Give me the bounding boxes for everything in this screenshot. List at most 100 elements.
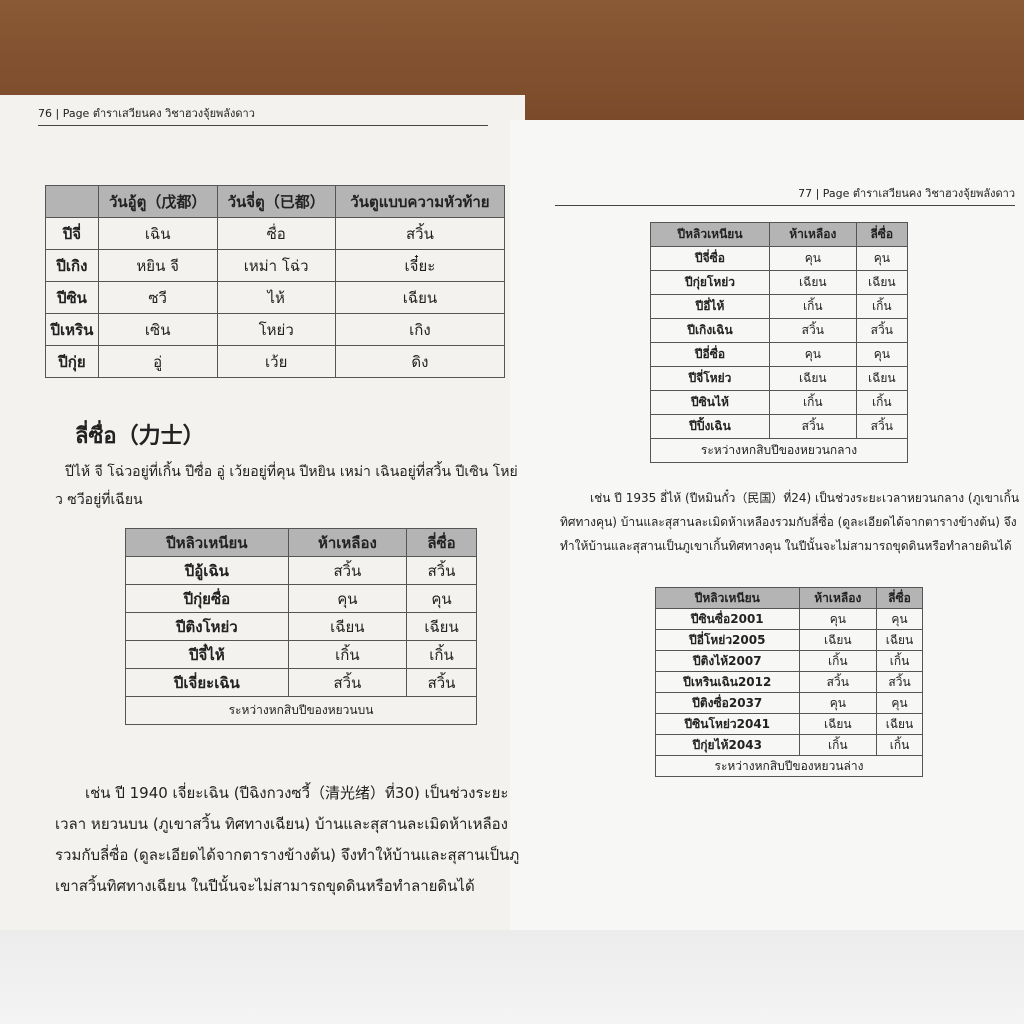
header-cell: ลี่ซื่อ xyxy=(876,587,923,609)
cell: คุน xyxy=(876,608,923,630)
cell: ปีจี๋ไห้ xyxy=(125,640,289,669)
cell: เกิ้น xyxy=(876,650,923,672)
cell: คุน xyxy=(287,584,408,613)
header-cell: ลี่ซื่อ xyxy=(855,222,909,247)
cell: สวิ้น xyxy=(855,414,909,439)
cell: เกิ้น xyxy=(855,294,909,319)
cell: เกิ้น xyxy=(769,390,857,415)
header-cell xyxy=(45,185,99,218)
cell: เซิน xyxy=(97,313,218,346)
table: วันอู้ตู（戊都） วันจี่ตู（已都） วันตูแบบความหัวท… xyxy=(45,185,506,378)
cell: ดิง xyxy=(334,345,506,378)
paragraph: เช่น ปี 1940 เจี่ยะเฉิน (ปีฉิงกวงซวี้（清光… xyxy=(55,784,520,895)
row: ปีติงไห้2007 เกิ้น เกิ้น xyxy=(655,650,923,672)
header-row: ปีหลิวเหนียน ห้าเหลือง ลี่ซื่อ xyxy=(655,587,923,609)
caption-row: ระหว่างหกสิบปีของหยวนกลาง xyxy=(650,438,908,463)
cell: ปีกุ่ยไห้2043 xyxy=(655,734,800,756)
row: ปีซินโหย่ว2041 เฉียน เฉียน xyxy=(655,713,923,735)
row: ปีซิน ซวี ไห้ เฉียน xyxy=(45,281,506,314)
cell: เกิ้น xyxy=(287,640,408,669)
cell: โหย่ว xyxy=(216,313,336,346)
header-cell: ห้าเหลือง xyxy=(287,528,408,557)
cell: สวิ้น xyxy=(798,671,878,693)
row: ปีเจี่ยะเฉิน สวิ้น สวิ้น xyxy=(125,668,477,697)
cell: เฉียน xyxy=(798,629,878,651)
cell: เฉียน xyxy=(406,612,477,641)
cell: ปีอู้เฉิน xyxy=(125,556,289,585)
cell: ปีซินซื่อ2001 xyxy=(655,608,800,630)
row: ปีเกิงเฉิน สวิ้น สวิ้น xyxy=(650,318,909,343)
cell: ปีเหริน xyxy=(45,313,99,346)
cell: สวิ้น xyxy=(876,671,923,693)
header-cell: ลี่ซื่อ xyxy=(406,528,477,557)
paragraph: เช่น ปี 1935 อี่ไห้ (ปีหมินกั๋ว（民国）ที่24… xyxy=(560,491,1020,553)
cell: สวิ้น xyxy=(769,318,857,343)
cell: คุน xyxy=(769,342,857,367)
cell: เกิ้น xyxy=(855,390,909,415)
cell: สวิ้น xyxy=(769,414,857,439)
row: ปีซินไห้ เกิ้น เกิ้น xyxy=(650,390,909,415)
cell: คุน xyxy=(855,246,909,271)
cell: ปีจี่โหย่ว xyxy=(650,366,770,391)
caption-row: ระหว่างหกสิบปีของหยวนล่าง xyxy=(655,755,923,777)
cell: สวิ้น xyxy=(855,318,909,343)
header-row: ปีหลิวเหนียน ห้าเหลือง ลี่ซื่อ xyxy=(125,528,477,557)
cell: เฉียน xyxy=(876,713,923,735)
header-cell: ห้าเหลือง xyxy=(769,222,857,247)
cell: เฉียน xyxy=(334,281,506,314)
row: ปีจี่ซื่อ คุน คุน xyxy=(650,246,909,271)
header-cell: ปีหลิวเหนียน xyxy=(125,528,289,557)
cell: เกิ้น xyxy=(798,734,878,756)
cell: ปีอี่ไห้ xyxy=(650,294,770,319)
cell: เฉิน xyxy=(97,217,218,250)
cell: ปีเกิงเฉิน xyxy=(650,318,770,343)
cell: อู่ xyxy=(97,345,218,378)
header-row: ปีหลิวเหนียน ห้าเหลือง ลี่ซื่อ xyxy=(650,222,909,247)
cell: เจี๋ยะ xyxy=(334,249,506,282)
cell: คุน xyxy=(798,692,878,714)
cell: เฉียน xyxy=(855,270,909,295)
cell: ซื่อ xyxy=(216,217,336,250)
cell: ปีจี่ xyxy=(45,217,99,250)
cell: ปีปิ้งเฉิน xyxy=(650,414,770,439)
cell: เกิ้น xyxy=(798,650,878,672)
cell: ปีติงโหย่ว xyxy=(125,612,289,641)
left-header: 76 | Page ตำราเสวียนคง วิชาฮวงจุ้ยพลังดา… xyxy=(38,104,488,126)
row: ปีอู้เฉิน สวิ้น สวิ้น xyxy=(125,556,477,585)
header-cell: วันตูแบบความหัวท้าย xyxy=(334,185,506,218)
cell: คุน xyxy=(798,608,878,630)
cell: ปีกุ่ย xyxy=(45,345,99,378)
cell: ซวี xyxy=(97,281,218,314)
header-row: วันอู้ตู（戊都） วันจี่ตู（已都） วันตูแบบความหัวท… xyxy=(45,185,506,218)
cell: สวิ้น xyxy=(287,556,408,585)
header-cell: ปีหลิวเหนียน xyxy=(655,587,800,609)
cell: ไห้ xyxy=(216,281,336,314)
header-cell: วันจี่ตู（已都） xyxy=(216,185,336,218)
row: ปีปิ้งเฉิน สวิ้น สวิ้น xyxy=(650,414,909,439)
cell: ปีติงซื่อ2037 xyxy=(655,692,800,714)
row: ปีจี๋ไห้ เกิ้น เกิ้น xyxy=(125,640,477,669)
caption: ระหว่างหกสิบปีของหยวนบน xyxy=(125,696,477,725)
table: ปีหลิวเหนียน ห้าเหลือง ลี่ซื่อ ปีซินซื่อ200… xyxy=(655,587,923,777)
row: ปีเหรินเฉิน2012 สวิ้น สวิ้น xyxy=(655,671,923,693)
cell: เฉียน xyxy=(769,366,857,391)
cell: ปีซิน xyxy=(45,281,99,314)
cell: เฉียน xyxy=(855,366,909,391)
cell: คุน xyxy=(876,692,923,714)
row: ปีติงโหย่ว เฉียน เฉียน xyxy=(125,612,477,641)
cell: เฉียน xyxy=(769,270,857,295)
cell: ปีกุ่ยซื่อ xyxy=(125,584,289,613)
row: ปีเหริน เซิน โหย่ว เกิง xyxy=(45,313,506,346)
paragraph: ปีไห้ จี โฉ่วอยู่ที่เกิ้น ปีซื่อ อู่ เว้… xyxy=(55,464,518,508)
cell: ปีจี่ซื่อ xyxy=(650,246,770,271)
cell: หยิน จี xyxy=(97,249,218,282)
row: ปีกุ่ยซื่อ คุน คุน xyxy=(125,584,477,613)
cell: ปีกุ่ยโหย่ว xyxy=(650,270,770,295)
row: ปีกุ่ยโหย่ว เฉียน เฉียน xyxy=(650,270,909,295)
right-header: 77 | Page ตำราเสวียนคง วิชาฮวงจุ้ยพลังดา… xyxy=(555,184,1015,206)
cell: ปีเจี่ยะเฉิน xyxy=(125,668,289,697)
cell: เว้ย xyxy=(216,345,336,378)
row: ปีจี่ เฉิน ซื่อ สวิ้น xyxy=(45,217,506,250)
cell: เกิ้น xyxy=(876,734,923,756)
